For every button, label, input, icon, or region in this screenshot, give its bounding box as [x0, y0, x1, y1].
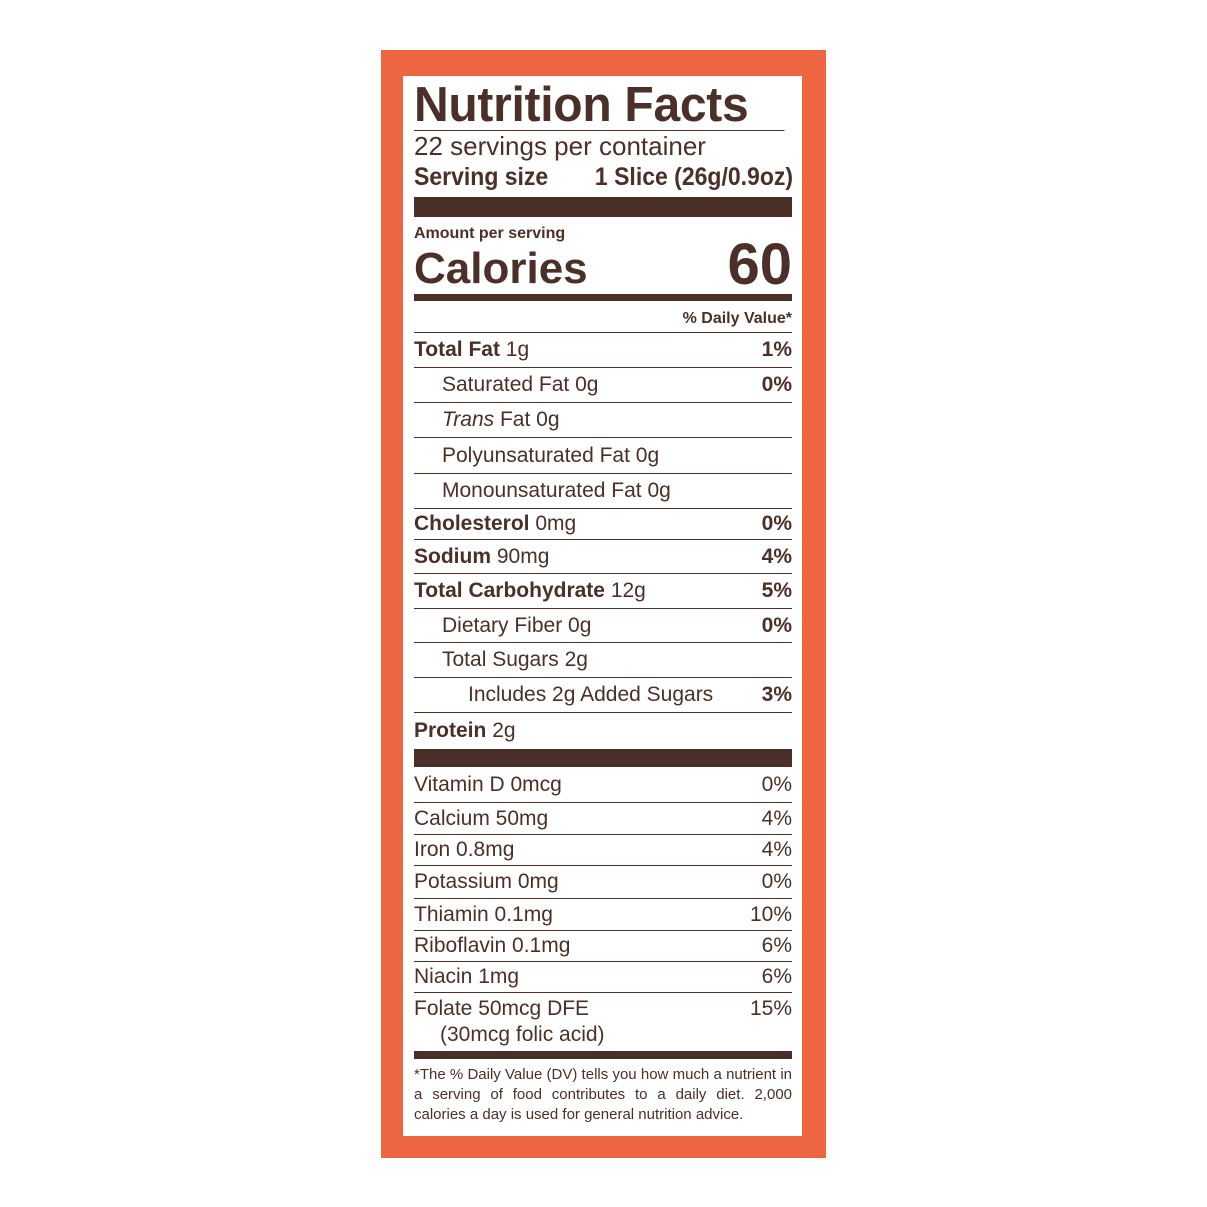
- calories-row: Calories 60: [414, 236, 792, 294]
- serving-size-label: Serving size: [414, 163, 549, 191]
- label-title: Nutrition Facts: [414, 80, 785, 131]
- serving-size: Serving size 1 Slice (26g/0.9oz): [414, 161, 793, 193]
- calories-label: Calories: [414, 244, 588, 293]
- nutrient-row-saturated-fat: Saturated Fat 0g 0%: [414, 368, 792, 403]
- calories-value: 60: [727, 232, 792, 297]
- nutrient-row-sodium: Sodium 90mg 4%: [414, 540, 792, 574]
- nutrient-row-total-fat: Total Fat 1g 1%: [414, 333, 792, 368]
- nutrient-row-trans-fat: Trans Fat 0g: [414, 403, 792, 438]
- medium-divider: [414, 1051, 792, 1059]
- nutrition-label: Nutrition Facts 22 servings per containe…: [403, 76, 802, 1136]
- vitamin-row-riboflavin: Riboflavin 0.1mg 6%: [414, 931, 792, 962]
- servings-per-container: 22 servings per container: [414, 131, 706, 161]
- vitamin-row-vitamin-d: Vitamin D 0mcg 0%: [414, 767, 792, 803]
- vitamin-row-thiamin: Thiamin 0.1mg 10%: [414, 899, 792, 931]
- vitamin-row-iron: Iron 0.8mg 4%: [414, 835, 792, 866]
- amount-per-serving: Amount per serving: [414, 225, 566, 242]
- vitamin-row-folate: Folate 50mcg DFE (30mcg folic acid) 15%: [414, 997, 792, 1046]
- vitamin-row-potassium: Potassium 0mg 0%: [414, 866, 792, 899]
- medium-divider: [414, 294, 792, 301]
- footnote: *The % Daily Value (DV) tells you how mu…: [414, 1066, 792, 1123]
- nutrient-row-dietary-fiber: Dietary Fiber 0g 0%: [414, 609, 792, 643]
- nutrient-row-cholesterol: Cholesterol 0mg 0%: [414, 509, 792, 540]
- nutrient-row-monounsaturated-fat: Monounsaturated Fat 0g: [414, 474, 792, 509]
- thick-divider: [414, 749, 792, 767]
- daily-value-header: % Daily Value*: [414, 301, 792, 333]
- nutrient-row-total-carbohydrate: Total Carbohydrate 12g 5%: [414, 574, 792, 609]
- nutrient-row-added-sugars: Includes 2g Added Sugars 3%: [414, 678, 792, 713]
- vitamin-row-niacin: Niacin 1mg 6%: [414, 962, 792, 993]
- thick-divider: [414, 197, 792, 217]
- nutrient-row-total-sugars: Total Sugars 2g: [414, 643, 792, 678]
- nutrient-row-polyunsaturated-fat: Polyunsaturated Fat 0g: [414, 438, 792, 474]
- label-border: Nutrition Facts 22 servings per containe…: [381, 50, 826, 1158]
- serving-size-value: 1 Slice (26g/0.9oz): [594, 163, 794, 191]
- vitamin-row-calcium: Calcium 50mg 4%: [414, 803, 792, 835]
- nutrient-row-protein: Protein 2g: [414, 719, 516, 742]
